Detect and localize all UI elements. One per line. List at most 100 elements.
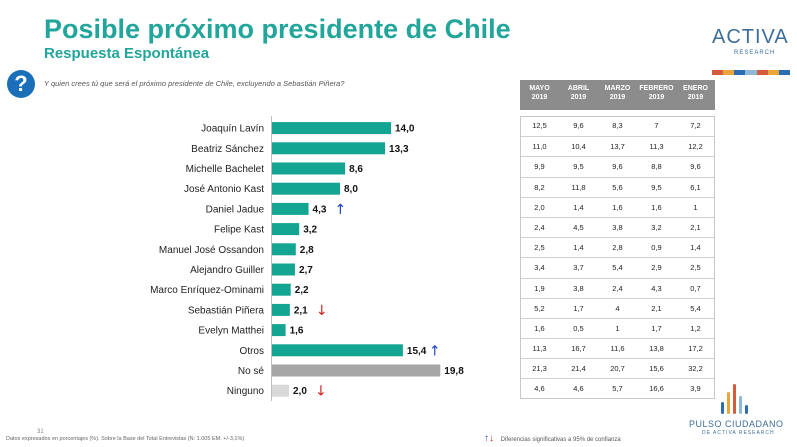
table-cell: 4,6	[534, 384, 545, 394]
category-label: José Antonio Kast	[184, 184, 264, 195]
table-row: 11,0 10,4 13,7 11,3 12,2	[520, 136, 715, 156]
table-cell: 4,6	[573, 384, 584, 394]
data-label: 8,6	[349, 164, 363, 175]
table-cell: 4,5	[573, 222, 584, 232]
data-label: 2,0	[293, 386, 307, 397]
category-label: Evelyn Matthei	[198, 326, 264, 337]
table-cell: 12,5	[532, 121, 547, 130]
activa-logo: ACTIVA RESEARCH	[712, 26, 788, 70]
data-label: 15,4	[407, 346, 427, 357]
legend-text: Diferencias significativas a 95% de conf…	[500, 437, 621, 443]
table-cell: 3,9	[690, 384, 701, 394]
table-header: MAYO 2019 ABRIL 2019 MARZO 2019 FEBRERO 2019 ENE…	[520, 80, 715, 110]
bar	[272, 283, 291, 296]
table-row: 1,9 3,8 2,4 4,3 0,7	[520, 277, 715, 298]
category-label: Daniel Jadue	[206, 204, 265, 215]
bar	[272, 324, 286, 337]
table-cell: 11,8	[571, 182, 586, 192]
table-cell: 3,4	[534, 263, 545, 273]
table-cell: 4,3	[651, 283, 662, 293]
pulso-ciudadano-logo-icon	[721, 384, 749, 414]
table-cell: 15,6	[649, 364, 664, 374]
color-strip-segment	[756, 70, 768, 75]
table-header-cell: ABRIL 2019	[567, 85, 590, 101]
table-cell: 4	[615, 303, 620, 313]
table-cell: 9,6	[612, 162, 623, 172]
page-title: Posible próximo presidente de Chile	[44, 14, 511, 44]
table-cell: 9,5	[573, 162, 584, 172]
category-label: Manuel José Ossandon	[159, 245, 264, 256]
table-cell: 1,6	[612, 202, 623, 212]
table-cell: 3,2	[651, 222, 662, 232]
brand-color-strip	[712, 70, 790, 75]
table-cell: 1	[615, 323, 620, 333]
table-row: 21,3 21,4 20,7 15,6 32,2	[520, 358, 715, 378]
bar	[272, 243, 296, 256]
data-label: 19,8	[444, 366, 464, 377]
table-cell: 8,2	[534, 182, 545, 192]
category-label: Joaquín Lavín	[201, 124, 264, 135]
bar	[272, 202, 309, 215]
category-label: Marco Enríquez-Ominami	[150, 285, 264, 296]
table-cell: 2,1	[651, 303, 662, 313]
table-row: 11,3 16,7 11,6 13,8 17,2	[520, 338, 715, 358]
table-cell: 16,6	[649, 384, 664, 394]
table-cell: 2,8	[612, 243, 623, 253]
category-label: Alejandro Guiller	[190, 265, 265, 276]
question-icon: ?	[7, 70, 35, 98]
arrow-up-icon: ↑	[484, 433, 489, 444]
data-label: 13,3	[389, 144, 409, 155]
table-cell: 8,8	[651, 162, 662, 172]
table-cell: 1	[693, 202, 698, 212]
trend-down-arrow: ↓	[315, 384, 327, 400]
table-cell: 7	[654, 121, 659, 130]
table-cell: 11,3	[649, 142, 664, 152]
table-cell: 2,5	[690, 263, 701, 273]
table-cell: 5,4	[690, 303, 701, 313]
data-label: 2,2	[295, 285, 309, 296]
table-cell: 3,8	[573, 283, 584, 293]
table-cell: 1,4	[573, 243, 584, 253]
table-cell: 11,3	[532, 344, 547, 354]
bar	[272, 384, 289, 397]
history-table: 12,5 9,6 8,3 7 7,2 11,0 10,4 13,7 11,3 12,2 9,9 9,5…	[520, 116, 715, 399]
table-cell: 7,2	[690, 121, 701, 130]
bar	[272, 364, 441, 377]
table-cell: 1,6	[651, 202, 662, 212]
table-header-cell: ENERO 2019	[683, 85, 708, 101]
table-cell: 1,2	[690, 323, 701, 333]
brand-name: PULSO CIUDADANO	[689, 419, 784, 429]
table-cell: 3,8	[612, 222, 623, 232]
data-label: 2,7	[299, 265, 313, 276]
trend-down-arrow: ↓	[316, 303, 328, 319]
category-label: Ninguno	[227, 386, 265, 397]
data-label: 14,0	[395, 124, 415, 135]
table-cell: 20,7	[610, 364, 625, 374]
bar	[272, 162, 346, 175]
trend-up-arrow: ↑	[429, 343, 441, 359]
bar	[272, 303, 290, 316]
table-row: 12,5 9,6 8,3 7 7,2	[520, 116, 715, 136]
table-cell: 1,6	[534, 323, 545, 333]
category-label: No sé	[238, 366, 265, 377]
table-cell: 12,2	[688, 142, 703, 152]
table-cell: 2,4	[612, 283, 623, 293]
chart-axis	[271, 116, 272, 401]
bar	[272, 142, 386, 155]
significance-legend: ↑↓ Diferencias significativas a 95% de c…	[484, 433, 621, 444]
color-strip-segment	[734, 70, 746, 75]
bar	[272, 263, 295, 276]
trend-up-arrow: ↑	[335, 202, 347, 218]
table-cell: 10,4	[571, 142, 586, 152]
data-label: 4,3	[313, 204, 327, 215]
table-cell: 9,9	[534, 162, 545, 172]
table-cell: 8,3	[612, 121, 623, 130]
table-row: 2,0 1,4 1,6 1,6 1	[520, 196, 715, 217]
data-label: 2,1	[294, 305, 308, 316]
table-cell: 5,7	[612, 384, 623, 394]
table-row: 1,6 0,5 1 1,7 1,2	[520, 317, 715, 338]
table-cell: 17,2	[688, 344, 703, 354]
bar-chart: Joaquín Lavín 14,0 Beatriz Sánchez 13,3 Mich…	[150, 122, 464, 400]
footnote: Datos expresados en porcentajes (%). Sob…	[6, 436, 245, 442]
color-strip-segment	[723, 70, 735, 75]
